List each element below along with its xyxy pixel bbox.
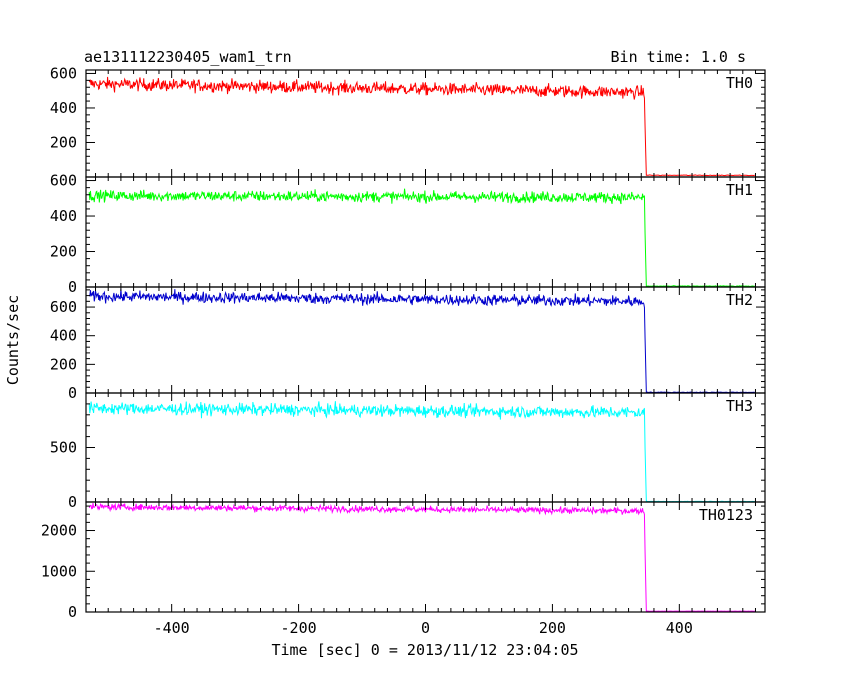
series-line-th3: [88, 401, 755, 503]
x-tick-label: -200: [281, 619, 317, 637]
panel-label: TH3: [726, 397, 753, 415]
series-line-th2: [88, 288, 755, 394]
y-tick-label: 400: [50, 99, 77, 117]
y-tick-label: 400: [50, 327, 77, 345]
y-tick-label: 600: [50, 298, 77, 316]
panel-frame: [85, 501, 766, 613]
chart-title: ae131112230405_wam1_trn: [84, 48, 292, 66]
panels-group: 200 400 600 TH0 0 200 400 600 TH1 0 200 400 600 TH2 0 5…: [41, 64, 766, 621]
series-line-th1: [88, 188, 755, 287]
y-tick-label: 600: [50, 64, 77, 82]
series-line-th0: [88, 76, 755, 177]
x-axis-ticks: -400 -200 0 200 400: [154, 619, 693, 637]
y-tick-label: 500: [50, 439, 77, 457]
panel-th3: 0 500 TH3: [50, 392, 766, 511]
panel-frame: [85, 392, 766, 503]
y-axis-label: Counts/sec: [4, 295, 22, 385]
x-tick-label: 400: [666, 619, 693, 637]
y-tick-label: 600: [50, 172, 77, 190]
panel-label: TH0: [726, 74, 753, 92]
panel-label: TH2: [726, 291, 753, 309]
bin-time-label: Bin time: 1.0 s: [611, 48, 746, 66]
y-tick-label: 200: [50, 355, 77, 373]
y-tick-label: 200: [50, 243, 77, 261]
y-tick-label: 1000: [41, 562, 77, 580]
panel-th2: 0 200 400 600 TH2: [50, 286, 766, 402]
panel-label: TH0123: [699, 506, 753, 524]
y-tick-label: 200: [50, 133, 77, 151]
y-tick-label: 0: [68, 493, 77, 511]
panel-frame: [85, 286, 766, 394]
panel-th0: 200 400 600 TH0: [50, 64, 766, 178]
panel-label: TH1: [726, 181, 753, 199]
x-tick-label: 0: [421, 619, 430, 637]
y-tick-label: 2000: [41, 522, 77, 540]
panel-th1: 0 200 400 600 TH1: [50, 172, 766, 296]
panel-th0123: 0 1000 2000 TH0123: [41, 501, 766, 621]
x-tick-label: 200: [539, 619, 566, 637]
x-axis-label: Time [sec] 0 = 2013/11/12 23:04:05: [271, 641, 578, 659]
y-tick-label: 0: [68, 603, 77, 621]
x-tick-label: -400: [154, 619, 190, 637]
series-line-th0123: [88, 502, 755, 612]
y-tick-label: 400: [50, 207, 77, 225]
y-tick-label: 0: [68, 278, 77, 296]
y-tick-label: 0: [68, 384, 77, 402]
